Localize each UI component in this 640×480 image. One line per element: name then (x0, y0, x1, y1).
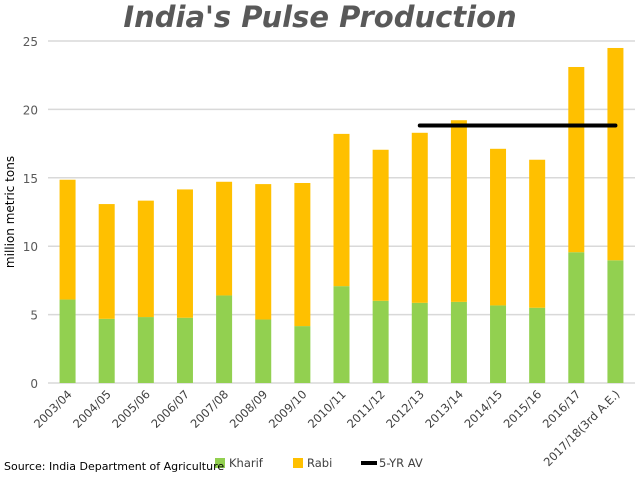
bar-rabi (333, 133, 350, 287)
bar-kharif (137, 317, 154, 383)
bar-rabi (568, 66, 585, 253)
x-tick-label: 2015/16 (501, 387, 545, 431)
bar-kharif (255, 319, 272, 383)
chart-title: India's Pulse Production (123, 0, 517, 34)
x-tick-label: 2010/11 (305, 387, 349, 431)
y-tick-label: 0 (30, 377, 38, 391)
x-tick-label: 2017/18(3rd A.E.) (541, 387, 623, 469)
bar-rabi (450, 120, 467, 302)
bar-kharif (607, 260, 624, 383)
bar-rabi (607, 47, 624, 261)
bar-kharif (411, 302, 428, 383)
y-axis-label: million metric tons (3, 156, 17, 268)
y-tick-label: 20 (23, 103, 38, 117)
bar-rabi (294, 182, 311, 327)
bar-rabi (216, 181, 233, 296)
legend-swatch (215, 458, 225, 468)
bar-kharif (59, 299, 76, 383)
x-tick-label: 2014/15 (461, 387, 505, 431)
x-tick-label: 2012/13 (383, 387, 427, 431)
x-tick-label: 2007/08 (188, 387, 232, 431)
bar-kharif (372, 300, 389, 383)
bar-kharif (529, 307, 546, 383)
x-tick-label: 2011/12 (344, 387, 388, 431)
x-tick-label: 2009/10 (266, 387, 310, 431)
y-tick-label: 25 (23, 35, 38, 49)
y-tick-label: 15 (23, 172, 38, 186)
x-tick-label: 2008/09 (227, 387, 271, 431)
bar-kharif (294, 326, 311, 383)
legend-swatch (293, 458, 303, 468)
y-tick-label: 10 (23, 240, 38, 254)
y-tick-label: 5 (30, 309, 38, 323)
bar-kharif (450, 301, 467, 383)
bar-kharif (333, 286, 350, 383)
x-tick-label: 2004/05 (70, 387, 114, 431)
bar-rabi (137, 200, 154, 318)
bar-rabi (255, 184, 272, 320)
bar-kharif (98, 318, 115, 383)
bar-rabi (529, 159, 546, 308)
legend-label: Kharif (229, 456, 264, 470)
bar-rabi (176, 189, 193, 318)
bar-rabi (372, 149, 389, 301)
source-note: Source: India Department of Agriculture (4, 460, 225, 473)
x-tick-label: 2013/14 (422, 387, 466, 431)
bar-kharif (568, 252, 585, 383)
x-tick-label: 2005/06 (109, 387, 153, 431)
bar-rabi (490, 148, 507, 306)
legend-label: Rabi (307, 456, 332, 470)
bar-kharif (490, 305, 507, 383)
bar-kharif (216, 295, 233, 383)
legend-label: 5-YR AV (379, 456, 423, 470)
x-tick-label: 2003/04 (31, 387, 75, 431)
x-tick-label: 2006/07 (148, 387, 192, 431)
bar-rabi (98, 204, 115, 319)
bar-rabi (411, 132, 428, 303)
bar-rabi (59, 179, 76, 300)
bar-kharif (176, 317, 193, 383)
